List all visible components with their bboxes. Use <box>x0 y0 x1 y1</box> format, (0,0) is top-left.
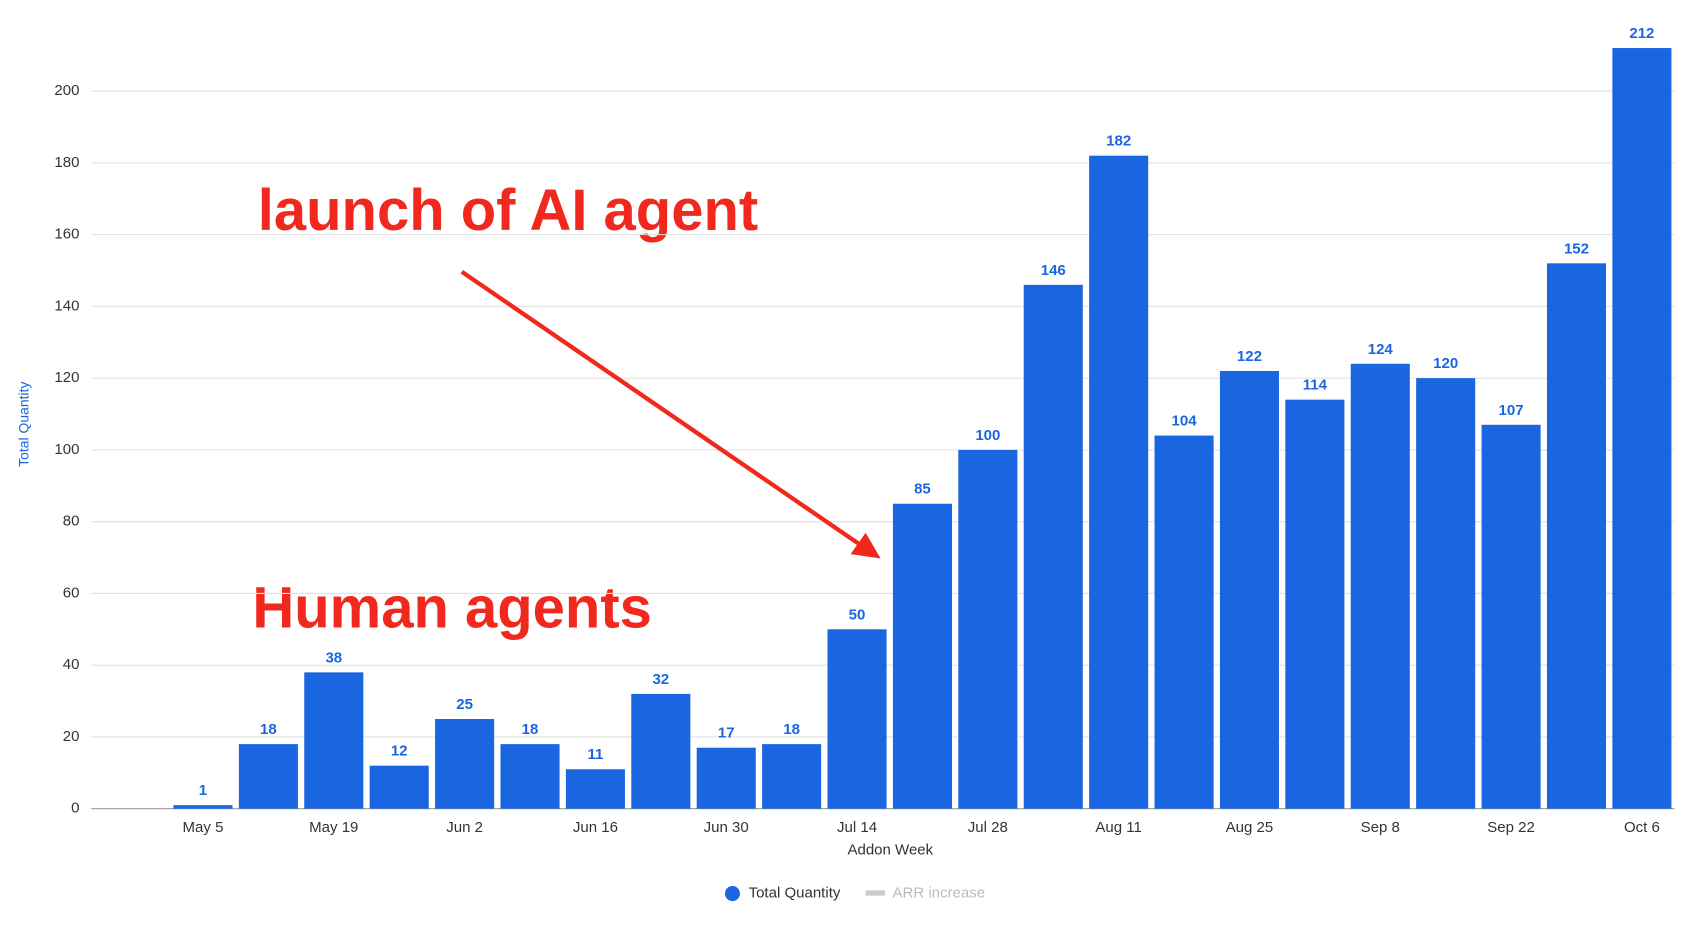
bar <box>238 744 298 809</box>
bar <box>827 629 887 809</box>
data-label: 11 <box>587 746 603 763</box>
bar <box>565 769 625 809</box>
x-tick-label: Jul 28 <box>968 819 1008 836</box>
arrow-head <box>850 532 881 559</box>
y-tick-label: 180 <box>54 154 79 171</box>
x-tick-label: May 19 <box>309 819 358 836</box>
data-label: 25 <box>456 696 473 713</box>
data-label: 18 <box>260 721 277 738</box>
x-axis-label: Addon Week <box>847 842 933 859</box>
data-label: 100 <box>975 427 1000 444</box>
data-label: 104 <box>1172 413 1198 430</box>
bar <box>696 747 756 809</box>
legend-label: Total Quantity <box>749 885 841 902</box>
data-label: 122 <box>1237 348 1262 365</box>
x-tick-label: May 5 <box>183 819 224 836</box>
bar <box>369 765 429 809</box>
data-label: 146 <box>1041 262 1066 279</box>
x-tick-label: Jun 30 <box>704 819 749 836</box>
y-tick-label: 20 <box>63 728 80 745</box>
data-label: 38 <box>325 649 342 666</box>
bar <box>173 805 233 809</box>
data-label: 212 <box>1629 25 1654 42</box>
y-tick-label: 80 <box>63 513 80 530</box>
y-tick-label: 200 <box>54 82 79 99</box>
bar <box>1089 155 1149 809</box>
x-tick-label: Jun 2 <box>446 819 483 836</box>
data-label: 85 <box>914 481 931 498</box>
legend-label: ARR increase <box>892 885 985 902</box>
data-label: 32 <box>652 671 669 688</box>
data-label: 124 <box>1368 341 1394 358</box>
y-tick-label: 100 <box>54 441 79 458</box>
x-tick-label: Aug 11 <box>1095 819 1141 836</box>
data-label: 1 <box>199 782 207 799</box>
annotation: launch of AI agent <box>258 179 758 243</box>
x-tick-label: Jun 16 <box>573 819 618 836</box>
data-label: 152 <box>1564 240 1589 257</box>
y-tick-label: 160 <box>54 226 79 243</box>
data-label: 114 <box>1303 377 1328 394</box>
bar <box>1154 435 1214 809</box>
bar <box>958 449 1018 809</box>
arrow-shaft <box>460 269 866 550</box>
bar <box>435 719 495 809</box>
x-tick-label: Jul 14 <box>837 819 877 836</box>
y-tick-label: 120 <box>54 369 79 386</box>
x-tick-label: Sep 22 <box>1487 819 1535 836</box>
bar <box>631 693 691 809</box>
bar <box>1285 399 1345 809</box>
x-tick-label: Oct 6 <box>1624 819 1660 836</box>
y-tick-label: 140 <box>54 297 79 314</box>
bar <box>1219 370 1280 809</box>
data-label: 12 <box>391 743 408 760</box>
bar <box>1350 363 1410 809</box>
y-tick-label: 60 <box>63 584 80 601</box>
legend-swatch <box>724 886 740 902</box>
y-axis-label: Total Quantity <box>15 382 31 467</box>
data-label: 18 <box>783 721 800 738</box>
y-tick-label: 40 <box>63 656 80 673</box>
x-tick-label: Sep 8 <box>1361 819 1400 836</box>
bar <box>892 503 952 809</box>
data-label: 120 <box>1433 355 1458 372</box>
bar <box>1612 48 1672 809</box>
legend-swatch <box>865 890 885 896</box>
x-tick-label: Aug 25 <box>1226 819 1274 836</box>
annotation: Human agents <box>252 576 652 640</box>
data-label: 107 <box>1499 402 1524 419</box>
data-label: 50 <box>849 606 866 623</box>
bar <box>1023 284 1083 809</box>
bar <box>500 744 560 809</box>
data-label: 182 <box>1106 133 1131 150</box>
y-tick-label: 0 <box>71 800 79 817</box>
bar <box>1546 263 1607 809</box>
bar <box>1481 424 1541 809</box>
bar <box>762 744 822 809</box>
data-label: 18 <box>522 721 539 738</box>
bar <box>304 672 364 809</box>
data-label: 17 <box>718 725 735 742</box>
bar <box>1416 378 1476 809</box>
